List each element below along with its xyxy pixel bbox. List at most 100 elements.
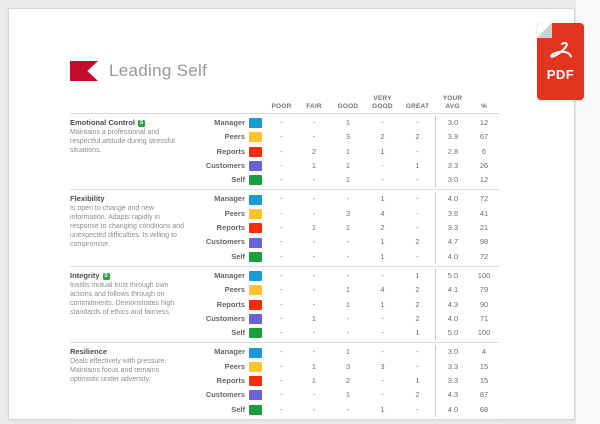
rating-count-cell: 1: [415, 160, 420, 170]
rating-count-cell: 3: [345, 361, 351, 371]
avg-cell: 4.1: [435, 283, 470, 298]
competency-title: Integrity S: [70, 270, 110, 280]
column-header: GREAT: [400, 95, 435, 110]
avg-cell: 4.0: [435, 402, 470, 417]
rater-label: Manager: [214, 347, 245, 357]
rater-swatch-cell: [245, 159, 266, 173]
rater-color-swatch: [249, 376, 262, 387]
column-header-line: VERY: [373, 95, 392, 102]
rating-count-cell: 1: [345, 160, 351, 170]
rating-count-cell: -: [280, 299, 283, 309]
rating-count-cell: -: [416, 223, 419, 233]
column-header-line: %: [481, 102, 487, 110]
pct-cell: 26: [479, 160, 489, 170]
rater-label: Peers: [224, 285, 245, 295]
rating-count-cell: -: [346, 328, 350, 338]
rating-count-cell: -: [280, 347, 283, 357]
competency-title: Flexibility: [70, 194, 105, 204]
rating-count-cell: -: [312, 251, 316, 261]
rating-count-cell: -: [280, 146, 283, 156]
pct-cell: 4: [481, 347, 487, 357]
rating-count-cell: 1: [345, 118, 351, 127]
rater-color-swatch: [249, 361, 262, 372]
avg-cell: 4.3: [435, 297, 470, 312]
competency-section: Integrity S Instills mutual trust through …: [70, 267, 499, 344]
pct-cell: 98: [479, 237, 489, 247]
rating-count-cell: -: [280, 194, 283, 204]
competency-section: Resilience Deals effectively with pressur…: [70, 343, 499, 420]
rating-count-cell: 1: [380, 404, 385, 414]
rater-swatch-cell: [245, 173, 266, 187]
rater-color-swatch: [249, 285, 262, 296]
rating-count-cell: -: [280, 237, 283, 247]
rater-color-swatch: [249, 299, 262, 310]
competency-description-block: Resilience Deals effectively with pressur…: [70, 345, 195, 416]
rater-color-swatch: [249, 390, 262, 401]
rating-count-cell: -: [280, 361, 283, 371]
pdf-file-icon[interactable]: PDF: [537, 23, 584, 100]
rater-color-swatch: [249, 194, 262, 205]
rating-count-cell: -: [280, 118, 283, 127]
column-header-line: GREAT: [405, 102, 430, 110]
rating-count-cell: 2: [380, 223, 385, 233]
avg-cell: 5.0: [435, 268, 470, 284]
rating-count-cell: -: [280, 251, 283, 261]
document-header: Leading Self: [70, 61, 207, 81]
rater-label: Customers: [205, 237, 245, 247]
rater-label: Customers: [205, 313, 245, 323]
column-header-line: AVG: [445, 102, 460, 110]
avg-cell: 4.0: [435, 249, 470, 264]
competency-description-block: Emotional Control S Maintains a profession…: [70, 116, 195, 187]
rating-count-cell: -: [381, 390, 384, 400]
table-sections: Emotional Control S Maintains a profession…: [70, 114, 499, 420]
rater-swatch-cell: [245, 374, 266, 388]
rating-count-cell: 1: [311, 376, 317, 386]
rater-label: Reports: [216, 299, 245, 309]
strength-badge: S: [102, 272, 110, 280]
rater-color-swatch: [249, 251, 262, 262]
rating-count-cell: -: [280, 390, 283, 400]
rater-color-swatch: [249, 271, 262, 282]
rating-count-cell: -: [312, 175, 316, 185]
avg-cell: 3.3: [435, 359, 470, 375]
pct-cell: 79: [479, 285, 489, 295]
column-header-line: FAIR: [306, 102, 322, 110]
section-grid: Flexibility Is open to change and new inf…: [70, 192, 499, 264]
rating-count-cell: 1: [311, 160, 317, 170]
column-header: YOUR AVG: [435, 95, 470, 110]
rating-count-cell: -: [280, 328, 283, 338]
rating-count-cell: -: [312, 270, 316, 280]
rater-label: Manager: [214, 118, 245, 127]
rating-count-cell: 1: [345, 223, 351, 233]
rating-count-cell: -: [381, 118, 384, 127]
column-header-line: GOOD: [372, 102, 393, 110]
avg-cell: 3.6: [435, 206, 470, 222]
rater-color-swatch: [249, 132, 262, 143]
column-header-line: YOUR: [442, 95, 463, 102]
avg-cell: 3.0: [435, 173, 470, 188]
rater-label: Reports: [216, 376, 245, 386]
rating-count-cell: -: [280, 160, 283, 170]
rating-count-cell: -: [346, 237, 350, 247]
pct-cell: 12: [479, 175, 489, 185]
rating-count-cell: -: [280, 376, 283, 386]
avg-cell: 3.9: [435, 130, 470, 145]
rater-label: Peers: [224, 361, 245, 371]
competency-description: Maintains a professional and respectful …: [70, 129, 175, 154]
rating-count-cell: -: [416, 194, 419, 204]
rating-count-cell: 3: [345, 132, 351, 142]
rating-count-cell: -: [381, 328, 384, 338]
rating-count-cell: -: [312, 237, 316, 247]
rating-count-cell: -: [312, 132, 316, 142]
rating-count-cell: -: [381, 376, 384, 386]
rater-color-swatch: [249, 208, 262, 219]
brand-logo: [70, 61, 98, 81]
rater-color-swatch: [249, 146, 262, 157]
rater-swatch-cell: [245, 116, 266, 130]
rater-swatch-cell: [245, 345, 266, 359]
assessment-table: POOR FAIR GOOD VERY GOOD GREAT YOUR AVG% Emotio…: [70, 95, 499, 420]
rating-count-cell: -: [280, 404, 283, 414]
rater-swatch-cell: [245, 221, 266, 235]
rating-count-cell: -: [346, 404, 350, 414]
rater-label: Reports: [216, 146, 245, 156]
